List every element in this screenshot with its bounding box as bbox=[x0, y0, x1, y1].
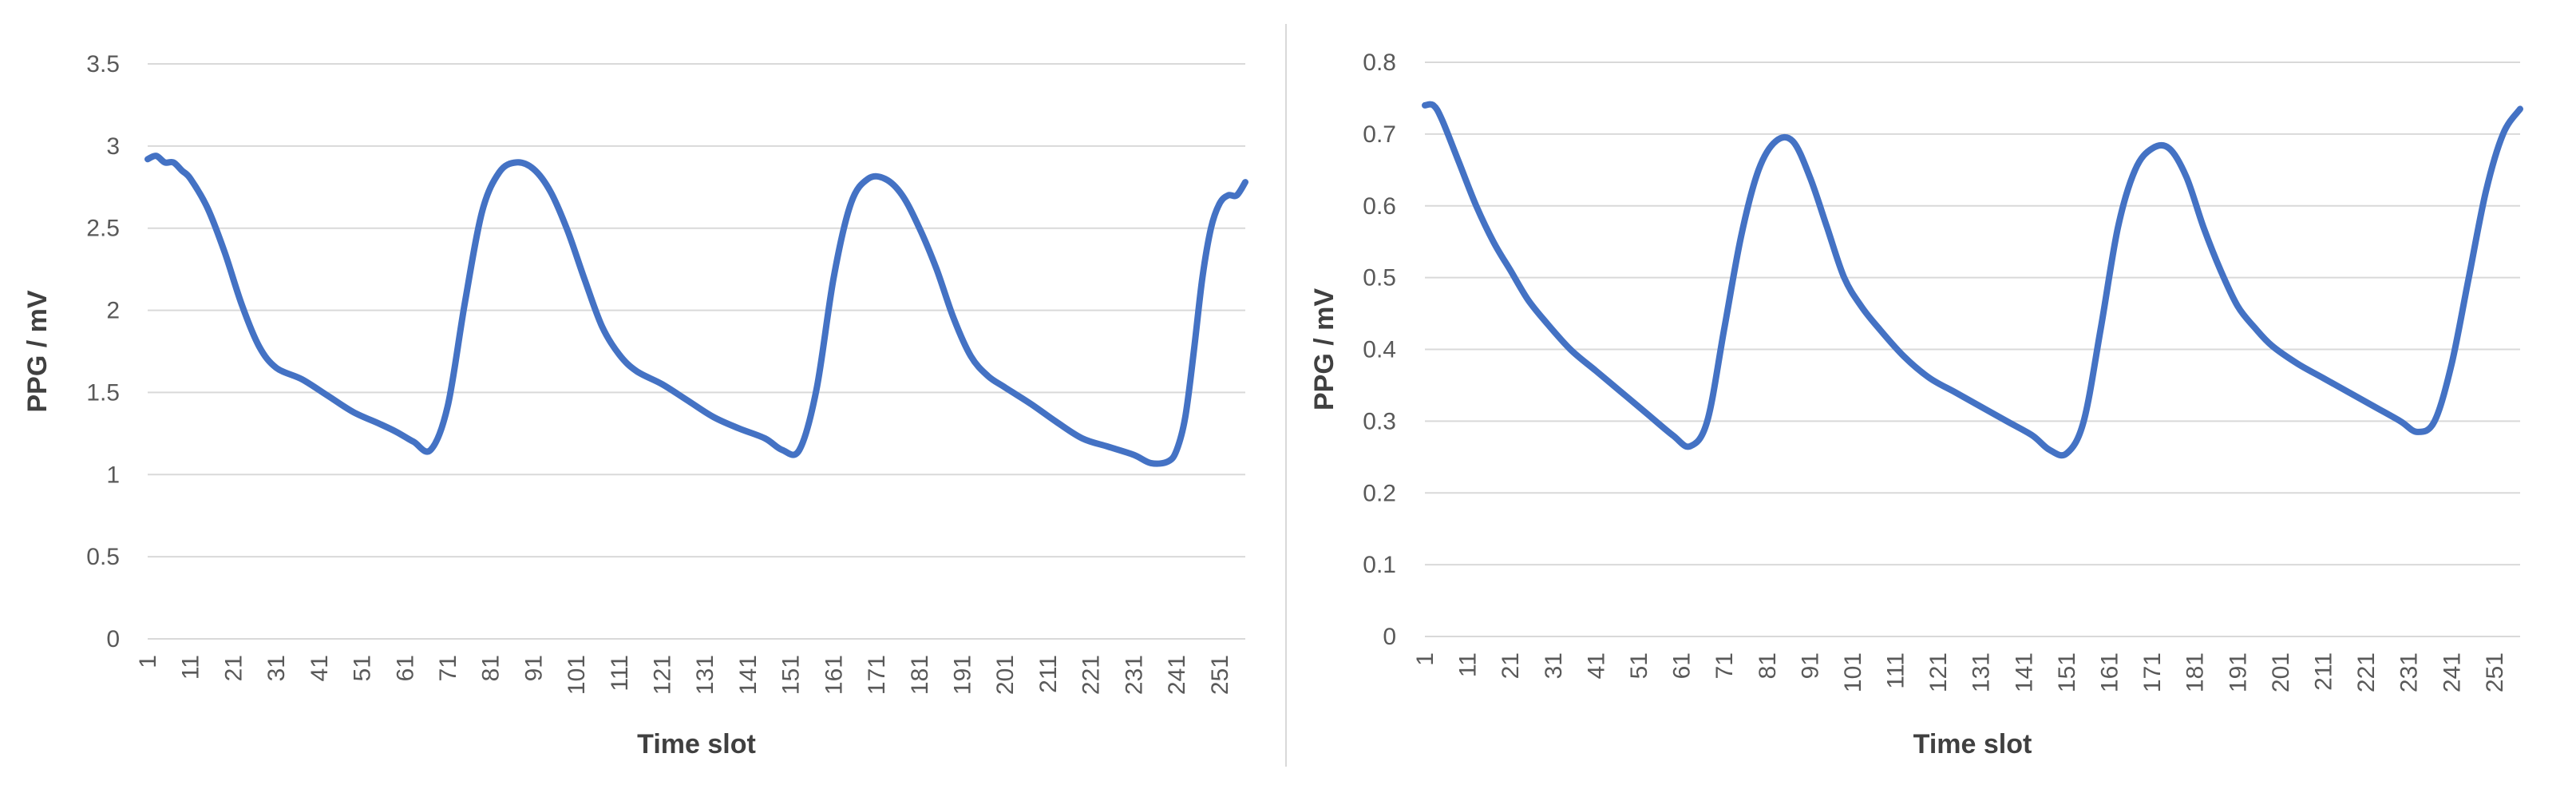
left-x-tick-label: 191 bbox=[950, 655, 976, 695]
left-x-tick-label: 91 bbox=[520, 655, 547, 681]
right-x-tick-label: 1 bbox=[1412, 652, 1438, 666]
right-x-tick-label: 181 bbox=[2182, 652, 2209, 692]
left-x-tick-label: 141 bbox=[735, 655, 762, 695]
right-y-tick-label: 0.3 bbox=[1363, 408, 1396, 434]
right-x-tick-label: 161 bbox=[2097, 652, 2123, 692]
left-x-tick-label: 41 bbox=[307, 655, 333, 681]
left-y-tick-label: 3 bbox=[106, 133, 120, 160]
left-series-line bbox=[144, 153, 1248, 467]
right-x-tick-label: 201 bbox=[2268, 652, 2294, 692]
left-x-tick-label: 221 bbox=[1078, 655, 1105, 695]
left-y-tick-label: 2 bbox=[106, 298, 120, 324]
right-y-tick-label: 0.1 bbox=[1363, 552, 1396, 578]
right-y-tick-label: 0.7 bbox=[1363, 121, 1396, 148]
right-x-tick-label: 41 bbox=[1583, 652, 1609, 679]
left-y-axis-title: PPG / mV bbox=[22, 290, 53, 412]
left-x-tick-label: 121 bbox=[650, 655, 676, 695]
right-y-tick-label: 0.2 bbox=[1363, 480, 1396, 506]
right-y-tick-label: 0.4 bbox=[1363, 337, 1396, 363]
right-x-tick-label: 61 bbox=[1669, 652, 1696, 679]
left-y-tick-label: 2.5 bbox=[86, 216, 120, 242]
left-x-axis-title: Time slot bbox=[637, 729, 756, 759]
left-x-tick-label: 31 bbox=[263, 655, 290, 681]
right-x-tick-label: 251 bbox=[2482, 652, 2508, 692]
right-x-tick-label: 121 bbox=[1925, 652, 1952, 692]
right-x-tick-label: 11 bbox=[1455, 652, 1482, 677]
left-x-tick-label: 231 bbox=[1121, 655, 1147, 695]
panel-divider bbox=[1285, 24, 1287, 767]
right-x-tick-label: 221 bbox=[2353, 652, 2380, 692]
right-y-tick-label: 0.5 bbox=[1363, 265, 1396, 291]
right-x-tick-label: 31 bbox=[1541, 652, 1567, 679]
left-x-tick-label: 161 bbox=[821, 655, 847, 695]
left-x-tick-label: 181 bbox=[907, 655, 933, 695]
right-x-tick-label: 141 bbox=[2011, 652, 2037, 692]
right-x-axis-title: Time slot bbox=[1913, 729, 2032, 759]
left-x-tick-label: 211 bbox=[1035, 655, 1062, 693]
left-x-tick-label: 51 bbox=[350, 655, 376, 681]
right-x-tick-label: 91 bbox=[1797, 652, 1823, 679]
left-x-tick-label: 1 bbox=[135, 655, 161, 668]
right-x-tick-label: 21 bbox=[1498, 652, 1524, 679]
left-x-tick-label: 81 bbox=[478, 655, 505, 681]
right-y-tick-label: 0.6 bbox=[1363, 193, 1396, 220]
right-y-axis-title: PPG / mV bbox=[1309, 288, 1339, 410]
left-x-tick-label: 101 bbox=[564, 655, 590, 695]
left-y-tick-label: 1 bbox=[106, 462, 120, 488]
left-x-tick-label: 171 bbox=[864, 655, 890, 695]
right-x-tick-label: 241 bbox=[2439, 652, 2465, 692]
right-x-tick-label: 111 bbox=[1883, 652, 1909, 689]
left-y-tick-label: 3.5 bbox=[86, 51, 120, 77]
right-x-tick-label: 101 bbox=[1840, 652, 1866, 692]
right-x-tick-label: 211 bbox=[2310, 652, 2337, 691]
left-x-tick-label: 241 bbox=[1164, 655, 1190, 695]
right-x-tick-label: 71 bbox=[1711, 652, 1738, 679]
left-x-tick-label: 251 bbox=[1207, 655, 1233, 695]
left-x-tick-label: 131 bbox=[692, 655, 718, 695]
left-x-tick-label: 11 bbox=[178, 655, 204, 680]
right-x-tick-label: 51 bbox=[1626, 652, 1652, 679]
right-x-tick-label: 231 bbox=[2396, 652, 2423, 692]
chart-panel-left: 0 0.5 1 1.5 2 2.5 3 3.5 1 11 21 31 41 51 61 71 81 91 101 11… bbox=[0, 0, 1285, 789]
right-series-line bbox=[1422, 101, 2523, 459]
left-x-tick-label: 71 bbox=[435, 655, 461, 681]
chart-left: 00.511.522.533.51 11 21 31 41 51 61 71 81 91 101 11… bbox=[22, 51, 1248, 759]
right-x-tick-label: 151 bbox=[2054, 652, 2080, 692]
left-y-tick-label: 1.5 bbox=[86, 379, 120, 406]
right-x-tick-label: 171 bbox=[2139, 652, 2166, 692]
left-x-tick-label: 21 bbox=[220, 655, 247, 681]
right-x-tick-label: 131 bbox=[1969, 652, 1995, 692]
left-x-tick-label: 151 bbox=[778, 655, 805, 695]
right-y-tick-label: 0 bbox=[1383, 624, 1396, 650]
left-x-tick-label: 61 bbox=[392, 655, 418, 681]
chart-right: 00.10.20.30.40.50.60.70.81 11 21 31 41 51 61 71… bbox=[1309, 50, 2523, 759]
left-x-tick-label: 111 bbox=[607, 655, 633, 692]
left-y-tick-label: 0 bbox=[106, 626, 120, 652]
left-x-tick-label: 201 bbox=[992, 655, 1019, 695]
chart-panel-right: 0 0.1 0.2 0.3 0.4 0.5 0.6 0.7 0.8 1 11 21 31 41 51 61 71… bbox=[1287, 0, 2576, 789]
left-y-tick-label: 0.5 bbox=[86, 544, 120, 570]
right-y-tick-label: 0.8 bbox=[1363, 50, 1396, 76]
right-x-tick-label: 191 bbox=[2225, 652, 2251, 692]
right-x-tick-label: 81 bbox=[1755, 652, 1781, 679]
